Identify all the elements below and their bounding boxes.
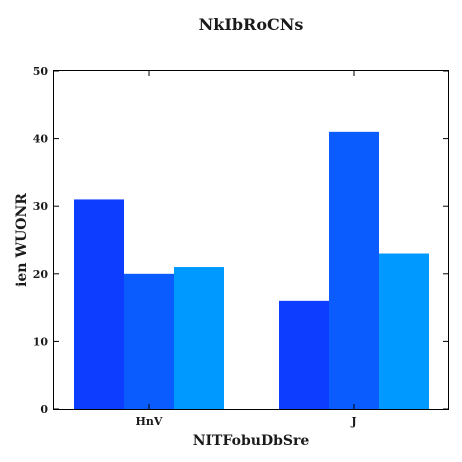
bar-hnv-series-1 [74, 199, 124, 409]
x-tick-label-hnv: HnV [136, 415, 163, 428]
y-tick-label: 50 [33, 65, 49, 78]
y-tick-label: 10 [33, 335, 49, 348]
y-axis-label: ien WUONR [14, 193, 30, 287]
bar-hnv-series-2 [124, 274, 174, 409]
y-tick-label: 30 [33, 200, 49, 213]
x-axis-label: NITFobuDbSre [193, 433, 310, 449]
chart-title: NkIbRoCNs [199, 15, 304, 34]
bar-j-series-2 [329, 132, 379, 409]
bar-j-series-1 [279, 301, 329, 409]
plot-area: 0 10 20 30 40 50 HnV J [33, 65, 448, 428]
y-tick-label: 20 [33, 268, 49, 281]
bar-j-series-3 [379, 254, 429, 409]
y-tick-label: 40 [33, 133, 49, 146]
bar-hnv-series-3 [174, 267, 224, 409]
y-tick-label: 0 [40, 403, 48, 416]
x-tick-label-j: J [350, 415, 356, 428]
